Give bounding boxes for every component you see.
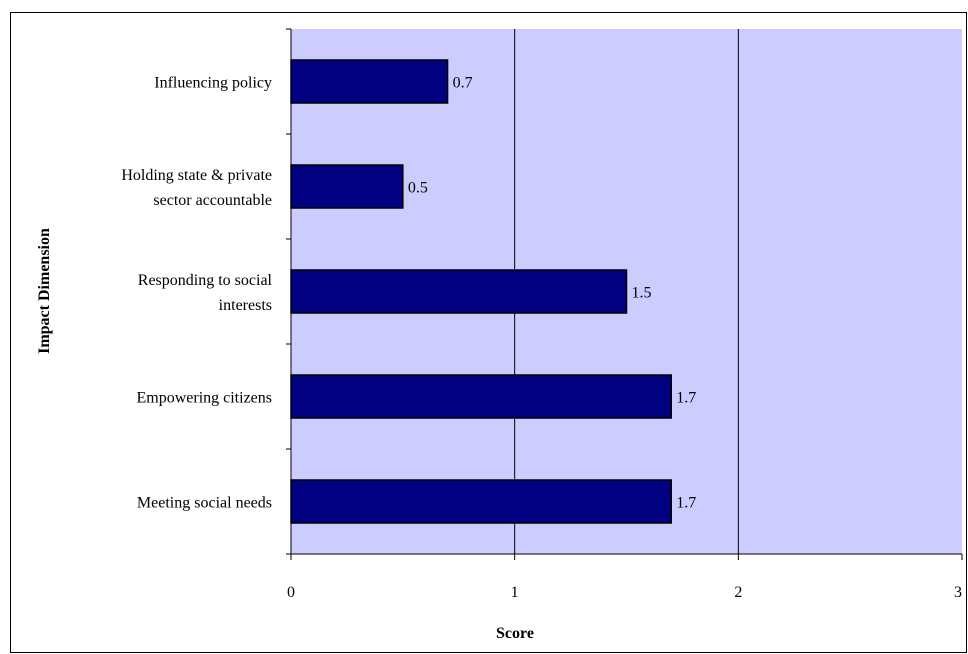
x-tick-label-0: 0 bbox=[287, 584, 295, 601]
category-label-2: Responding to social interests bbox=[138, 272, 273, 314]
x-tick-label-3: 3 bbox=[954, 584, 962, 601]
x-tick-labels: 0 1 2 3 bbox=[287, 584, 962, 601]
category-label-line: Meeting social needs bbox=[137, 495, 272, 512]
x-axis-title: Score bbox=[496, 625, 534, 642]
bar-2 bbox=[290, 269, 628, 314]
category-labels: Influencing policy Holding state & privat… bbox=[121, 75, 272, 512]
x-tick-label-1: 1 bbox=[511, 584, 519, 601]
axes bbox=[286, 28, 963, 560]
bar-3 bbox=[290, 374, 672, 419]
data-labels: 0.7 0.5 1.5 1.7 1.7 bbox=[408, 75, 696, 512]
category-label-4: Meeting social needs bbox=[137, 495, 272, 512]
category-label-line: Holding state & private bbox=[121, 167, 272, 184]
category-label-line: Influencing policy bbox=[154, 75, 272, 92]
data-label-4: 1.7 bbox=[676, 495, 696, 512]
data-label-0: 0.7 bbox=[453, 75, 473, 92]
category-label-line: sector accountable bbox=[153, 192, 272, 209]
bar-4 bbox=[290, 479, 672, 524]
category-label-line: interests bbox=[219, 297, 272, 314]
category-label-line: Empowering citizens bbox=[136, 390, 272, 407]
bar-0 bbox=[290, 59, 449, 104]
category-label-1: Holding state & private sector accountabl… bbox=[121, 167, 272, 209]
bar-1 bbox=[290, 164, 404, 209]
y-axis-title: Impact Dimension bbox=[36, 228, 53, 354]
data-label-2: 1.5 bbox=[632, 285, 652, 302]
data-label-3: 1.7 bbox=[676, 390, 696, 407]
category-label-0: Influencing policy bbox=[154, 75, 272, 92]
category-label-line: Responding to social bbox=[138, 272, 273, 289]
x-tick-label-2: 2 bbox=[734, 584, 742, 601]
category-label-3: Empowering citizens bbox=[136, 390, 272, 407]
data-label-1: 0.5 bbox=[408, 180, 428, 197]
